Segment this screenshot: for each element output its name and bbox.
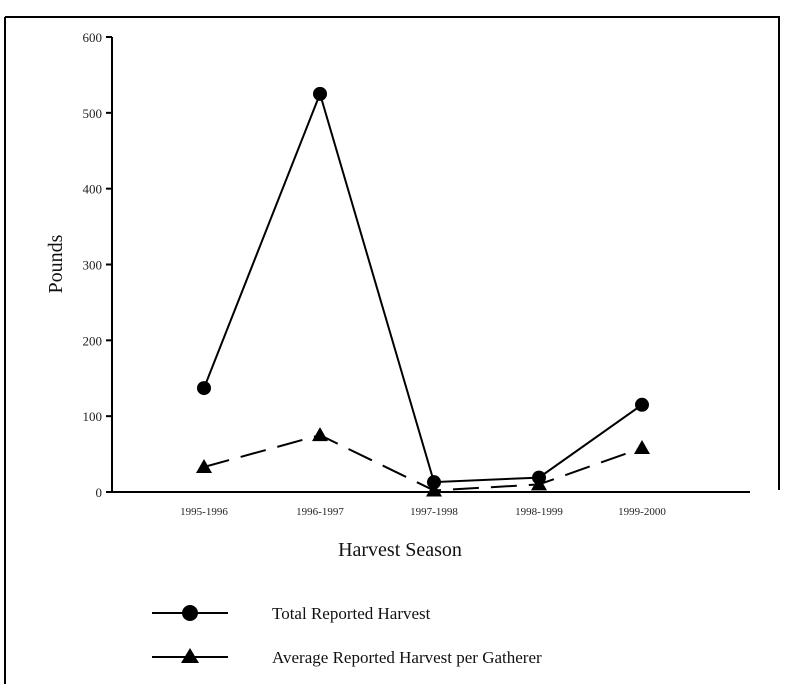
data-point-average — [196, 458, 212, 473]
data-point-average — [634, 440, 650, 455]
data-point-average — [426, 482, 442, 497]
legend-label-total: Total Reported Harvest — [272, 604, 431, 623]
y-tick-label: 600 — [83, 30, 103, 45]
data-point-total — [313, 86, 327, 101]
data-point-total — [197, 381, 211, 396]
y-tick-label: 500 — [83, 106, 103, 121]
series-layer — [196, 86, 650, 497]
data-point-average — [531, 476, 547, 491]
data-point-total — [427, 475, 441, 490]
x-tick-label: 1999-2000 — [618, 506, 666, 518]
x-tick-label: 1995-1996 — [180, 506, 228, 518]
y-ticks: 0 100 200 300 400 500 600 — [83, 30, 112, 500]
y-tick-label: 0 — [96, 485, 103, 500]
legend-marker-total — [182, 605, 198, 621]
legend-marker-average — [181, 648, 199, 663]
legend-label-average: Average Reported Harvest per Gatherer — [272, 648, 542, 667]
y-tick-label: 100 — [83, 409, 103, 424]
x-axis-title: Harvest Season — [338, 539, 462, 561]
x-ticks: 1995-1996 1996-1997 1997-1998 1998-1999 1999… — [180, 506, 666, 518]
y-tick-label: 200 — [83, 333, 103, 348]
data-point-total — [635, 397, 649, 412]
x-tick-label: 1998-1999 — [515, 506, 563, 518]
x-tick-label: 1997-1998 — [410, 506, 458, 518]
legend: Total Reported Harvest Average Reported … — [152, 604, 542, 667]
y-axis-title: Pounds — [45, 234, 67, 293]
x-tick-label: 1996-1997 — [296, 506, 344, 518]
data-point-average — [312, 427, 328, 442]
y-tick-label: 400 — [83, 182, 103, 197]
y-tick-label: 300 — [83, 258, 103, 273]
series-line-0 — [203, 90, 643, 484]
